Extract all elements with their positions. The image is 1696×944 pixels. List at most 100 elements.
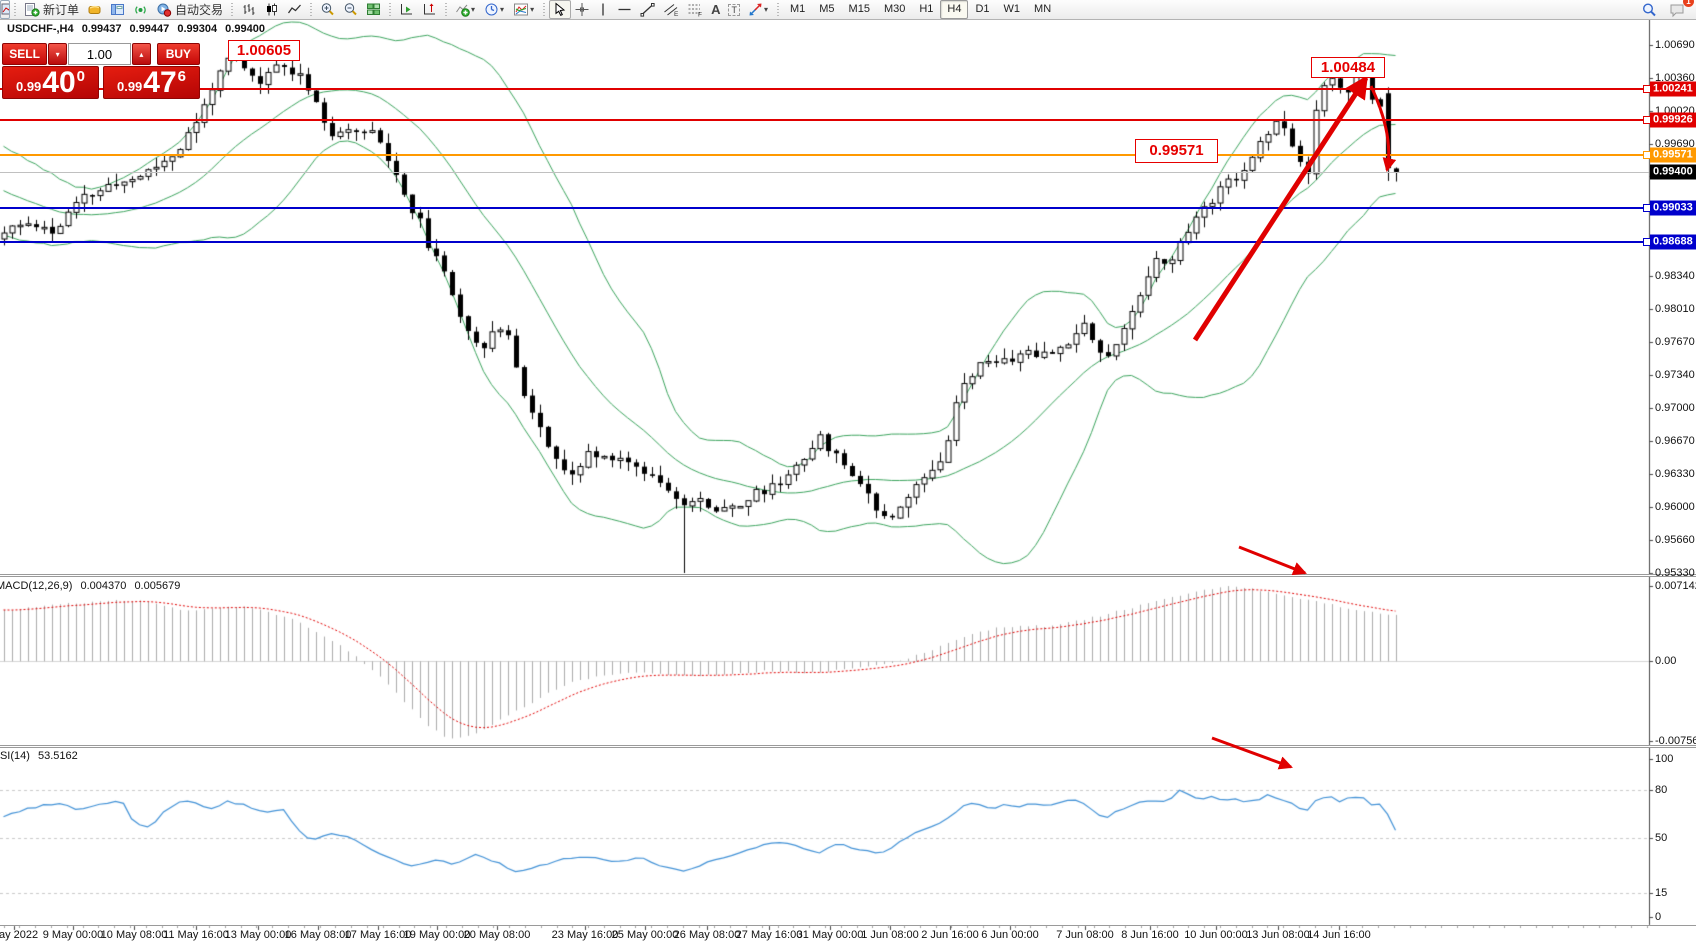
chart-shift-button[interactable] bbox=[418, 0, 441, 19]
chat-button[interactable]: 1 bbox=[1665, 0, 1694, 19]
chart-shift-icon bbox=[424, 3, 436, 15]
timeframe-button-M5[interactable]: M5 bbox=[819, 3, 835, 15]
horizontal-line-button[interactable] bbox=[613, 0, 636, 19]
buy-button[interactable]: BUY bbox=[156, 43, 201, 65]
signals-button[interactable] bbox=[129, 0, 152, 19]
horizontal-level-line[interactable] bbox=[0, 207, 1649, 210]
timeframe-button-MN[interactable]: MN bbox=[1034, 3, 1052, 15]
lot-decrement-button[interactable]: ▾ bbox=[48, 43, 67, 65]
rsi-name: RSI(14) bbox=[0, 750, 30, 762]
chat-icon bbox=[1670, 4, 1684, 17]
price-level-badge: 0.98688 bbox=[1650, 234, 1696, 250]
time-axis-label: 6 Jun 00:00 bbox=[981, 929, 1039, 941]
sell-price-panel[interactable]: 0.99 40 0 bbox=[2, 66, 99, 99]
horizontal-level-line[interactable] bbox=[0, 88, 1649, 91]
vertical-line-icon bbox=[602, 3, 604, 16]
horizontal-level-line[interactable] bbox=[0, 241, 1649, 244]
time-axis-label: 10 May 08:00 bbox=[100, 929, 168, 941]
cursor-button[interactable] bbox=[549, 0, 572, 19]
annotation-price-label[interactable]: 0.99571 bbox=[1135, 139, 1218, 163]
zoom-in-button[interactable] bbox=[316, 0, 339, 19]
templates-dropdown-caret[interactable]: ▾ bbox=[530, 5, 535, 14]
indicators-dropdown-caret[interactable]: ▾ bbox=[471, 5, 476, 14]
pane-separator[interactable] bbox=[0, 745, 1696, 748]
templates-button[interactable]: ▾ bbox=[509, 0, 539, 19]
arrows-dropdown-caret[interactable]: ▾ bbox=[763, 5, 768, 14]
price-tick-label: 0.99690 bbox=[1655, 137, 1695, 150]
bar-chart-button[interactable] bbox=[237, 0, 260, 19]
search-button[interactable] bbox=[1637, 0, 1661, 19]
crosshair-button[interactable] bbox=[571, 0, 593, 19]
svg-text:E: E bbox=[674, 11, 679, 17]
new-order-label: 新订单 bbox=[43, 3, 80, 17]
rsi-label: RSI(14) 53.5162 bbox=[0, 750, 83, 762]
indicators-button[interactable]: ▾ bbox=[451, 0, 480, 19]
time-axis-label: 23 May 16:00 bbox=[551, 929, 619, 941]
navigator-icon bbox=[111, 4, 125, 15]
lot-increment-button[interactable]: ▴ bbox=[131, 43, 151, 65]
fibonacci-button[interactable]: F bbox=[683, 0, 707, 19]
price-tick-label: 0.95660 bbox=[1655, 534, 1695, 547]
tile-windows-icon bbox=[367, 3, 381, 15]
timeframe-button-M30[interactable]: M30 bbox=[883, 3, 906, 15]
timeframe-button-M1[interactable]: M1 bbox=[789, 3, 806, 15]
horizontal-level-line[interactable] bbox=[0, 119, 1649, 122]
annotation-price-label[interactable]: 1.00605 bbox=[228, 40, 300, 61]
time-axis-label: 26 May 08:00 bbox=[673, 929, 741, 941]
price-level-badge: 0.99571 bbox=[1650, 147, 1696, 163]
buy-price-panel[interactable]: 0.99 47 6 bbox=[103, 66, 200, 99]
autotrading-button[interactable]: 自动交易 bbox=[152, 0, 227, 19]
horizontal-level-line[interactable] bbox=[0, 154, 1649, 157]
periods-button[interactable]: ▾ bbox=[480, 0, 509, 19]
trendline-button[interactable] bbox=[636, 0, 659, 19]
time-axis-label: 10 Jun 00:00 bbox=[1184, 929, 1248, 941]
text-label-icon: T bbox=[728, 3, 740, 16]
vertical-line-button[interactable] bbox=[593, 0, 613, 19]
pane-separator[interactable] bbox=[0, 574, 1696, 577]
text-label-button[interactable]: T bbox=[724, 0, 744, 19]
sell-price-prefix: 0.99 bbox=[15, 79, 42, 94]
auto-scroll-button[interactable] bbox=[395, 0, 418, 19]
price-level-badge: 0.99926 bbox=[1650, 112, 1696, 128]
sell-button[interactable]: SELL bbox=[2, 43, 48, 65]
price-level-badge: 1.00241 bbox=[1650, 81, 1696, 97]
price-tick-label: 1.00690 bbox=[1655, 39, 1695, 51]
new-order-button[interactable]: 新订单 bbox=[20, 0, 83, 19]
time-axis-label: 31 May 00:00 bbox=[796, 929, 864, 941]
symbol-period: USDCHF-,H4 bbox=[7, 23, 74, 35]
time-axis-label: 7 Jun 08:00 bbox=[1056, 929, 1114, 941]
tile-windows-button[interactable] bbox=[362, 0, 385, 19]
price-tick-label: 0.96330 bbox=[1655, 468, 1695, 481]
arrows-button[interactable]: ▾ bbox=[744, 0, 773, 19]
chart-icon[interactable] bbox=[0, 0, 10, 19]
zoom-out-button[interactable] bbox=[339, 0, 362, 19]
time-axis-label: 20 May 08:00 bbox=[463, 929, 531, 941]
lot-size-input[interactable]: 1.00 bbox=[68, 43, 131, 65]
indicators-icon bbox=[456, 4, 470, 17]
macd-tick-label: 0.007142 bbox=[1655, 580, 1696, 592]
periods-dropdown-caret[interactable]: ▾ bbox=[500, 5, 505, 14]
timeframe-button-H4[interactable]: H4 bbox=[940, 0, 969, 19]
timeframe-button-D1[interactable]: D1 bbox=[975, 3, 990, 15]
buy-price-big: 47 bbox=[143, 66, 177, 99]
time-axis-label: 13 Jun 08:00 bbox=[1246, 929, 1310, 941]
timeframe-button-M15[interactable]: M15 bbox=[848, 3, 870, 15]
annotation-price-label[interactable]: 1.00484 bbox=[1311, 57, 1385, 78]
toolbar-grip bbox=[230, 2, 235, 17]
toolbar-grip bbox=[542, 2, 547, 17]
price-tick-label: 1.00360 bbox=[1655, 71, 1695, 84]
styler-button[interactable] bbox=[83, 0, 106, 19]
time-axis-label: 11 May 16:00 bbox=[163, 929, 229, 941]
ohlc-high: 0.99447 bbox=[129, 23, 170, 35]
text-button[interactable]: A bbox=[711, 2, 721, 17]
candlestick-chart-button[interactable] bbox=[260, 0, 283, 19]
timeframe-button-W1[interactable]: W1 bbox=[1003, 3, 1021, 15]
navigator-button[interactable] bbox=[106, 0, 129, 19]
time-axis-label: 19 May 00:00 bbox=[403, 929, 471, 941]
channel-button[interactable]: E bbox=[659, 0, 683, 19]
timeframe-button-H1[interactable]: H1 bbox=[919, 3, 934, 15]
chart-icon bbox=[1, 3, 9, 15]
line-chart-button[interactable] bbox=[283, 0, 306, 19]
time-axis-label: 27 May 16:00 bbox=[735, 929, 803, 941]
